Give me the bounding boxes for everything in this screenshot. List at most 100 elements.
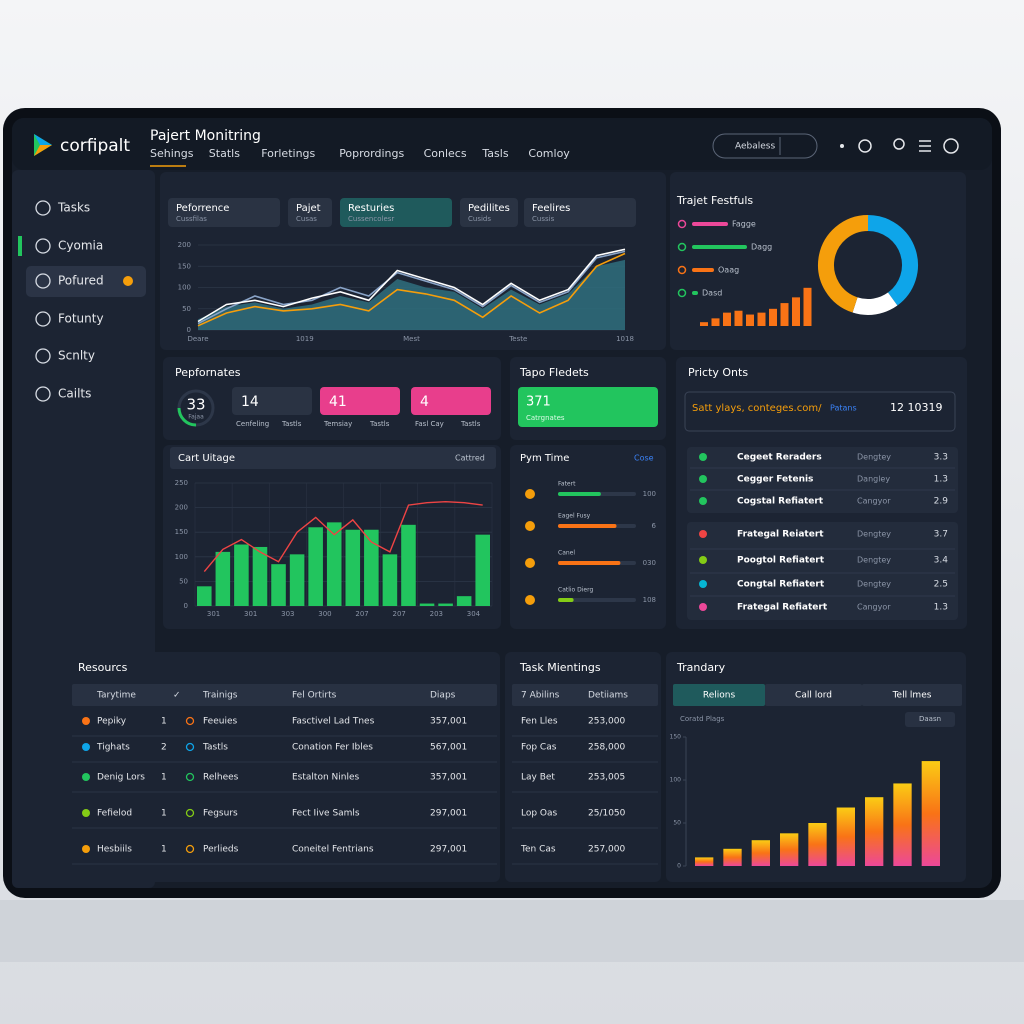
brand: corfipalt bbox=[60, 136, 130, 156]
list-box bbox=[687, 447, 958, 513]
status-dot bbox=[525, 521, 535, 531]
tab-label[interactable]: Call lord bbox=[795, 691, 832, 701]
gauge-value: 33 bbox=[186, 396, 205, 414]
legend-dot bbox=[677, 219, 687, 229]
chart-tab-sub: Cusas bbox=[296, 215, 317, 223]
item-label: Catlio Dierg bbox=[558, 587, 593, 594]
panel-title: Cart Uitage bbox=[178, 453, 235, 464]
sidebar-active bbox=[26, 266, 146, 297]
link[interactable]: Cose bbox=[634, 454, 654, 463]
gauge-arc bbox=[177, 407, 197, 427]
nav-tab[interactable]: Tasls bbox=[481, 147, 508, 160]
tab-label[interactable]: Tell lmes bbox=[892, 691, 932, 701]
table-cell: 257,000 bbox=[588, 845, 625, 855]
x-tick-label: 304 bbox=[467, 610, 481, 618]
chart-tab-title[interactable]: Pajet bbox=[296, 203, 321, 214]
bar bbox=[723, 848, 742, 866]
progress-bar bbox=[558, 492, 601, 496]
row-dot bbox=[82, 809, 90, 817]
row-value: 3.7 bbox=[934, 530, 948, 540]
button-box bbox=[905, 712, 955, 727]
x-tick-label: 300 bbox=[318, 610, 331, 618]
chart-tab bbox=[524, 198, 636, 227]
button[interactable]: Daasn bbox=[919, 715, 941, 723]
x-tick-label: 1018 bbox=[616, 335, 634, 343]
nav-tab[interactable]: Forletings bbox=[261, 147, 315, 160]
refresh-icon[interactable] bbox=[858, 139, 872, 153]
chart-tab-title[interactable]: Resturies bbox=[348, 203, 394, 214]
table-header bbox=[72, 684, 497, 706]
sidebar-item[interactable]: Tasks bbox=[57, 201, 90, 215]
row-dot bbox=[82, 773, 90, 781]
chart-tab-title[interactable]: Pedilites bbox=[468, 203, 510, 214]
button[interactable]: Cattred bbox=[455, 454, 485, 463]
chart-tab-title[interactable]: Feelires bbox=[532, 203, 570, 214]
row-ring bbox=[185, 808, 195, 818]
sidebar-icon bbox=[35, 386, 51, 402]
nav-tab[interactable]: Comloy bbox=[528, 147, 570, 160]
banner-number: 12 10319 bbox=[890, 401, 943, 414]
progress-bar bbox=[558, 561, 621, 565]
table-cell: Lay Bet bbox=[521, 773, 555, 783]
x-tick-label: 203 bbox=[430, 610, 443, 618]
search-icon[interactable] bbox=[893, 138, 905, 150]
sidebar-item[interactable]: Cailts bbox=[58, 387, 91, 401]
table-cell: 2 bbox=[161, 743, 167, 753]
stat-label: Tastls bbox=[369, 420, 390, 428]
bar bbox=[326, 522, 342, 606]
table-cell: 25/1050 bbox=[588, 809, 626, 819]
panel bbox=[505, 652, 661, 882]
sidebar-item[interactable]: Scnlty bbox=[58, 349, 95, 363]
bar bbox=[475, 534, 490, 606]
stat-value: 41 bbox=[329, 394, 347, 410]
sidebar-item[interactable]: Pofured bbox=[58, 274, 104, 288]
search-text[interactable]: Aebaless bbox=[735, 142, 775, 152]
donut-slice bbox=[867, 215, 918, 306]
tab bbox=[673, 684, 765, 706]
banner-text: Satt ylays, conteges.com/ bbox=[692, 403, 822, 414]
card-value: 371 bbox=[526, 395, 551, 410]
nav-tab[interactable]: Statls bbox=[209, 147, 240, 160]
panel bbox=[510, 445, 666, 629]
row-value: 2.5 bbox=[934, 580, 948, 590]
x-tick-label: 207 bbox=[393, 610, 406, 618]
link[interactable]: Patans bbox=[830, 404, 857, 413]
tab-label[interactable]: Relions bbox=[703, 691, 736, 701]
table-cell: 253,000 bbox=[588, 717, 625, 727]
x-tick-label: Teste bbox=[508, 335, 527, 343]
bar bbox=[364, 529, 379, 606]
bar bbox=[865, 797, 884, 866]
nav-tab[interactable]: Conlecs bbox=[424, 147, 467, 160]
menu-icon[interactable] bbox=[840, 144, 844, 148]
legend-label: Dagg bbox=[751, 243, 772, 252]
row-name: Cegeet Reraders bbox=[737, 453, 822, 463]
list-icon[interactable] bbox=[919, 140, 931, 152]
nav-tab[interactable]: Poprordings bbox=[339, 147, 404, 160]
bar bbox=[723, 312, 731, 326]
chart-tab-title[interactable]: Peforrence bbox=[176, 203, 229, 214]
sidebar-icon bbox=[35, 311, 51, 327]
table-cell: Perlieds bbox=[203, 845, 239, 855]
x-tick-label: Mest bbox=[403, 335, 420, 343]
header-icons bbox=[840, 138, 959, 154]
bar bbox=[345, 529, 361, 606]
y-tick-label: 100 bbox=[175, 553, 188, 561]
line bbox=[197, 248, 626, 323]
row-category: Cangyor bbox=[857, 603, 891, 612]
table-cell: Lop Oas bbox=[521, 809, 558, 819]
row-dot bbox=[82, 845, 90, 853]
bar bbox=[780, 303, 789, 326]
item-label: Eagel Fusy bbox=[558, 513, 591, 520]
sidebar-item[interactable]: Fotunty bbox=[58, 312, 104, 326]
bar bbox=[419, 603, 435, 606]
panel-title: Trandary bbox=[676, 661, 726, 674]
item-value: 108 bbox=[643, 596, 656, 604]
row-dot bbox=[699, 603, 707, 611]
row-value: 3.4 bbox=[934, 556, 949, 566]
nav-tab[interactable]: Sehings bbox=[150, 147, 194, 160]
settings-icon[interactable] bbox=[943, 138, 959, 154]
bar bbox=[803, 287, 812, 326]
column-header: 7 Abilins bbox=[521, 691, 560, 701]
sidebar-item[interactable]: Cyomia bbox=[58, 239, 103, 253]
row-dot bbox=[699, 453, 707, 461]
